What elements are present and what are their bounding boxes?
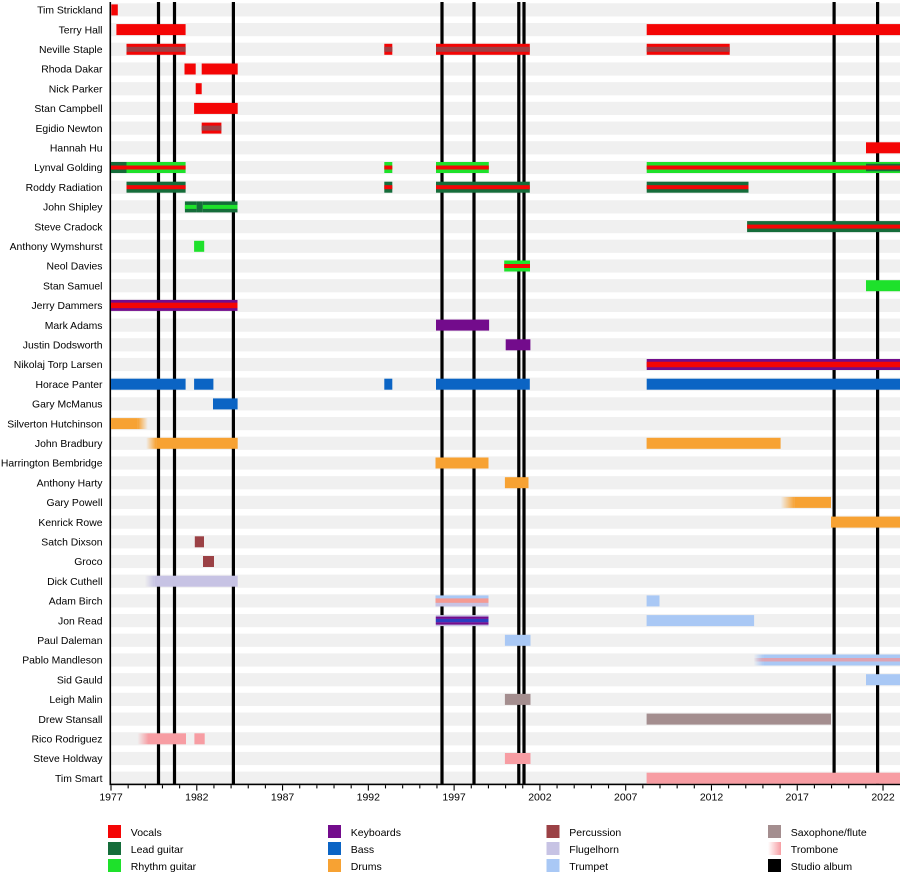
svg-text:John Bradbury: John Bradbury	[35, 439, 103, 450]
svg-text:Hannah Hu: Hannah Hu	[50, 144, 103, 155]
svg-text:1997: 1997	[442, 792, 466, 804]
svg-text:Tim Strickland: Tim Strickland	[37, 6, 103, 17]
svg-text:Jon Read: Jon Read	[58, 616, 103, 627]
svg-text:Groco: Groco	[74, 557, 103, 568]
svg-text:Pablo Mandleson: Pablo Mandleson	[22, 656, 103, 667]
svg-text:Nick Parker: Nick Parker	[49, 84, 103, 95]
svg-text:Silverton Hutchinson: Silverton Hutchinson	[7, 419, 103, 430]
svg-text:Rico Rodriguez: Rico Rodriguez	[31, 735, 102, 746]
svg-text:Tim Smart: Tim Smart	[55, 774, 103, 785]
svg-text:2007: 2007	[614, 792, 638, 804]
svg-text:Steve Cradock: Steve Cradock	[34, 222, 103, 233]
svg-text:Justin Dodsworth: Justin Dodsworth	[23, 341, 103, 352]
svg-text:Harrington Bembridge: Harrington Bembridge	[1, 459, 103, 470]
svg-text:Anthony Wymshurst: Anthony Wymshurst	[10, 242, 103, 253]
svg-text:1992: 1992	[357, 792, 381, 804]
svg-text:Leigh Malin: Leigh Malin	[49, 695, 102, 706]
svg-text:Dick Cuthell: Dick Cuthell	[47, 577, 102, 588]
svg-text:Egidio Newton: Egidio Newton	[35, 124, 102, 135]
svg-text:Steve Holdway: Steve Holdway	[33, 754, 103, 765]
svg-text:Kenrick Rowe: Kenrick Rowe	[38, 518, 102, 529]
svg-text:Sid Gauld: Sid Gauld	[57, 675, 103, 686]
svg-text:Trombone: Trombone	[791, 844, 839, 856]
svg-text:Jerry Dammers: Jerry Dammers	[31, 301, 102, 312]
svg-text:1987: 1987	[271, 792, 295, 804]
svg-text:Trumpet: Trumpet	[569, 861, 608, 873]
svg-text:2017: 2017	[786, 792, 810, 804]
svg-text:Rhythm guitar: Rhythm guitar	[131, 861, 197, 873]
svg-text:Bass: Bass	[351, 844, 374, 856]
svg-text:Flugelhorn: Flugelhorn	[569, 844, 619, 856]
svg-text:2002: 2002	[528, 792, 552, 804]
svg-text:Satch Dixson: Satch Dixson	[41, 538, 102, 549]
svg-text:Vocals: Vocals	[131, 827, 162, 839]
svg-text:Studio album: Studio album	[791, 861, 853, 873]
svg-text:Stan Campbell: Stan Campbell	[34, 104, 102, 115]
svg-text:Paul Daleman: Paul Daleman	[37, 636, 102, 647]
svg-text:Rhoda Dakar: Rhoda Dakar	[41, 65, 103, 76]
svg-text:Adam Birch: Adam Birch	[49, 597, 103, 608]
svg-text:1977: 1977	[99, 792, 123, 804]
svg-text:Gary McManus: Gary McManus	[32, 400, 102, 411]
svg-text:Saxophone/flute: Saxophone/flute	[791, 827, 867, 839]
svg-text:Terry Hall: Terry Hall	[59, 25, 103, 36]
svg-text:Anthony Harty: Anthony Harty	[37, 478, 104, 489]
svg-text:Drew Stansall: Drew Stansall	[38, 715, 102, 726]
svg-text:2022: 2022	[871, 792, 895, 804]
svg-text:Neville Staple: Neville Staple	[39, 45, 103, 56]
svg-text:Lead guitar: Lead guitar	[131, 844, 184, 856]
svg-text:John Shipley: John Shipley	[43, 203, 103, 214]
svg-text:Lynval Golding: Lynval Golding	[34, 163, 103, 174]
svg-text:Percussion: Percussion	[569, 827, 621, 839]
svg-text:Gary Powell: Gary Powell	[46, 498, 102, 509]
svg-text:2012: 2012	[700, 792, 724, 804]
svg-text:1982: 1982	[185, 792, 209, 804]
svg-text:Drums: Drums	[351, 861, 382, 873]
svg-text:Stan Samuel: Stan Samuel	[43, 281, 103, 292]
svg-text:Horace Panter: Horace Panter	[36, 380, 104, 391]
svg-text:Roddy Radiation: Roddy Radiation	[26, 183, 103, 194]
svg-text:Neol Davies: Neol Davies	[46, 262, 102, 273]
svg-text:Mark Adams: Mark Adams	[45, 321, 103, 332]
svg-text:Nikolaj Torp Larsen: Nikolaj Torp Larsen	[14, 360, 103, 371]
svg-text:Keyboards: Keyboards	[351, 827, 401, 839]
